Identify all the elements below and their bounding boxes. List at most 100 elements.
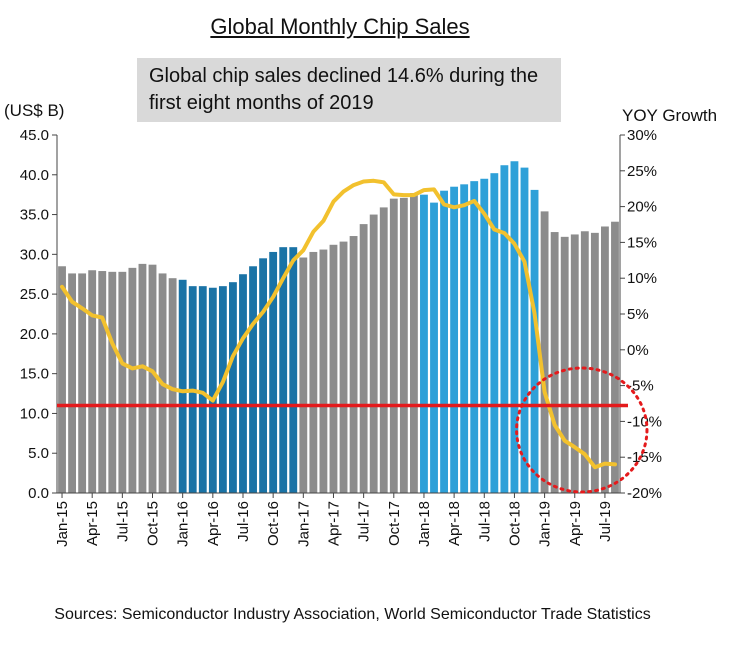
bar	[530, 189, 539, 494]
left-tick-label: 20.0	[20, 326, 49, 343]
x-tick-label: Oct-17	[386, 501, 403, 546]
yoy-growth-line	[60, 178, 617, 470]
x-tick-label: Jan-15	[54, 501, 71, 547]
right-tick-label: 5%	[627, 306, 649, 323]
x-tick-label: Oct-15	[145, 501, 162, 546]
bar	[229, 282, 237, 493]
bar	[550, 232, 559, 493]
right-tick-label: -15%	[627, 449, 662, 466]
x-tick-label: Oct-16	[265, 501, 282, 546]
bar	[339, 241, 348, 493]
bar	[118, 271, 127, 493]
bar	[108, 271, 117, 493]
left-tick-label: 10.0	[20, 405, 49, 422]
bar	[249, 266, 257, 493]
bar	[78, 273, 87, 493]
chart-title: Global Monthly Chip Sales	[210, 14, 470, 39]
left-tick-label: 0.0	[28, 485, 49, 502]
left-tick-label: 40.0	[20, 167, 49, 184]
x-tick-label: Jan-18	[416, 501, 433, 547]
bar	[430, 202, 438, 493]
right-tick-label: 0%	[627, 342, 649, 359]
left-tick-label: 30.0	[20, 246, 49, 263]
bar	[470, 181, 479, 494]
x-tick-label: Jul-15	[114, 501, 131, 542]
bar	[88, 270, 97, 493]
bar	[490, 173, 499, 494]
bar	[259, 258, 268, 493]
bar	[440, 190, 448, 493]
bar	[218, 286, 227, 493]
bar	[369, 214, 378, 494]
bar	[460, 184, 469, 493]
bar	[359, 224, 368, 493]
left-tick-label: 45.0	[20, 127, 49, 144]
right-tick-label: 20%	[627, 199, 657, 216]
bar	[128, 267, 137, 493]
x-tick-label: Apr-15	[84, 501, 101, 546]
bar	[168, 278, 177, 493]
bar	[198, 286, 207, 493]
bar	[560, 236, 569, 493]
bar	[409, 193, 418, 493]
bar	[329, 244, 338, 493]
bar	[420, 194, 428, 493]
right-axis-label: YOY Growth	[622, 106, 718, 125]
x-tick-label: Apr-19	[567, 501, 584, 546]
bar	[500, 165, 509, 493]
right-tick-label: -10%	[627, 413, 662, 430]
x-tick-label: Jul-19	[597, 501, 614, 542]
bar	[269, 251, 278, 493]
x-tick-label: Apr-18	[446, 501, 463, 546]
left-tick-label: 25.0	[20, 286, 49, 303]
bar	[379, 207, 388, 493]
bar	[480, 178, 489, 493]
left-tick-label: 35.0	[20, 207, 49, 224]
source-note: Sources: Semiconductor Industry Associat…	[54, 606, 651, 623]
right-tick-label: -20%	[627, 485, 662, 502]
bar	[570, 234, 579, 493]
bar	[289, 247, 298, 493]
right-tick-label: 15%	[627, 234, 657, 251]
bar	[580, 231, 589, 494]
x-tick-label: Jul-18	[476, 501, 493, 542]
bar	[309, 251, 318, 493]
bar	[148, 264, 157, 493]
annotation-box: Global chip sales declined 14.6% during …	[137, 58, 561, 122]
bar	[510, 161, 519, 493]
left-axis-label: (US$ B)	[4, 101, 65, 120]
bar	[611, 221, 619, 493]
right-tick-label: 30%	[627, 127, 657, 144]
x-tick-label: Apr-17	[325, 501, 342, 546]
x-tick-label: Jul-16	[235, 501, 252, 542]
bar	[600, 226, 609, 493]
x-tick-label: Jul-17	[356, 501, 373, 542]
x-tick-label: Jan-19	[537, 501, 554, 547]
x-tick-label: Oct-18	[506, 501, 523, 546]
bar	[299, 257, 308, 493]
right-tick-label: 10%	[627, 270, 657, 287]
right-tick-label: -5%	[627, 378, 654, 395]
highlight-circle	[515, 366, 649, 494]
bar	[399, 197, 408, 494]
left-tick-label: 5.0	[28, 445, 49, 462]
left-tick-label: 15.0	[20, 366, 49, 383]
bar	[389, 198, 398, 493]
bar	[279, 247, 288, 493]
bar	[208, 287, 217, 493]
bar	[138, 263, 147, 493]
bar	[98, 271, 107, 493]
bar	[590, 232, 599, 493]
bar	[178, 279, 187, 493]
x-tick-label: Jan-16	[175, 501, 192, 547]
bar	[349, 236, 358, 493]
bar	[520, 167, 529, 493]
x-tick-label: Apr-16	[205, 501, 222, 546]
bar	[540, 211, 549, 493]
right-tick-label: 25%	[627, 163, 657, 180]
bar	[68, 273, 77, 493]
bar	[319, 249, 328, 493]
bar	[58, 266, 66, 493]
x-tick-label: Jan-17	[295, 501, 312, 547]
